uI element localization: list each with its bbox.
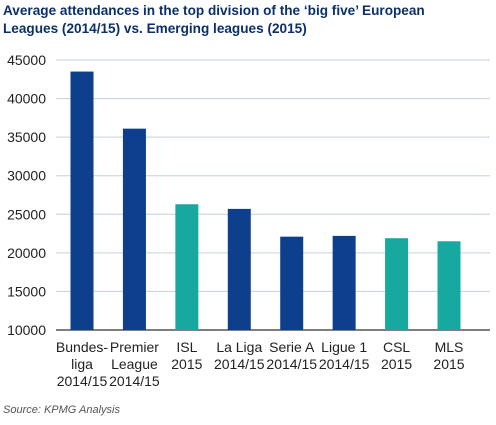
bar — [280, 236, 304, 330]
y-axis-tick-labels: 10000 15000 20000 25000 30000 35000 40000 45000 — [7, 52, 46, 338]
x-tick-label: Bundes-liga 2014/15 — [56, 339, 108, 389]
bar — [385, 238, 409, 330]
gridlines — [56, 59, 490, 331]
y-tick-label: 40000 — [7, 91, 46, 107]
x-tick-label: ISL 2015 — [171, 339, 202, 372]
x-tick-label: CSL 2015 — [381, 339, 412, 372]
y-tick-label: 35000 — [7, 129, 46, 145]
chart-title-line-1: Average attendances in the top division … — [3, 3, 425, 18]
source-note: Source: KPMG Analysis — [3, 404, 120, 416]
y-tick-label: 25000 — [7, 206, 46, 222]
x-tick-label: MLS 2015 — [433, 339, 464, 372]
bar — [437, 241, 461, 330]
x-tick-label: Serie A 2014/15 — [266, 339, 317, 372]
x-tick-label: La Liga 2014/15 — [214, 339, 265, 372]
chart-title: Average attendances in the top division … — [3, 2, 493, 38]
bar — [227, 208, 251, 330]
y-tick-label: 20000 — [7, 245, 46, 261]
x-tick-label: Ligue 1 2014/15 — [319, 339, 370, 372]
bar — [70, 71, 94, 331]
chart-title-line-2: Leagues (2014/15) vs. Emerging leagues (… — [3, 21, 307, 36]
y-tick-label: 45000 — [7, 52, 46, 68]
y-tick-label: 15000 — [7, 283, 46, 299]
bar — [332, 235, 356, 330]
y-tick-label: 30000 — [7, 168, 46, 184]
bars — [70, 71, 461, 331]
y-tick-label: 10000 — [7, 322, 46, 338]
x-tick-label: Premier League 2014/15 — [109, 339, 160, 389]
bar — [175, 204, 199, 330]
bar — [122, 128, 146, 330]
